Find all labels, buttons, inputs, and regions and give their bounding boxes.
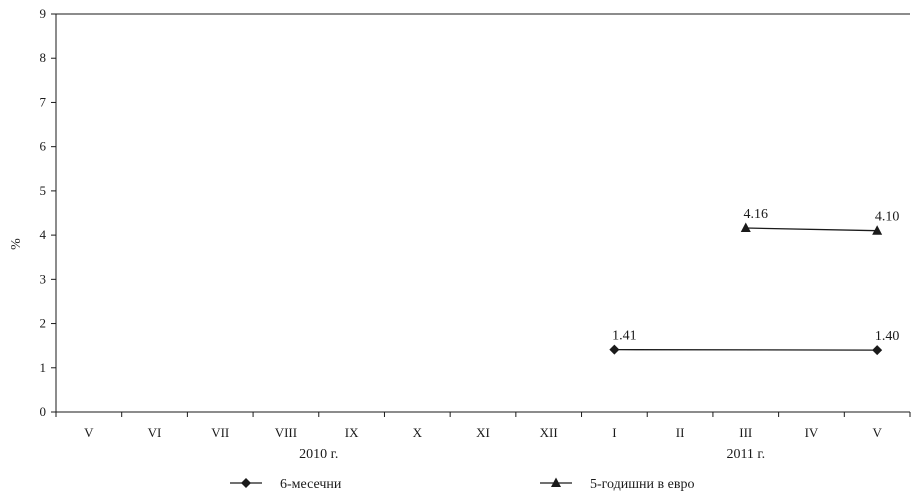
x-tick-label: II — [676, 425, 685, 440]
y-axis-label: % — [9, 238, 24, 250]
year-labels: 2010 г. 2011 г. — [299, 447, 765, 462]
data-label: 4.16 — [744, 207, 769, 222]
y-tick-label: 6 — [40, 139, 47, 154]
legend-item-2: 5-годишни в евро — [540, 477, 694, 492]
series-group: 1.41 1.40 4.16 4.10 — [609, 207, 900, 356]
x-tick-label: X — [413, 425, 423, 440]
y-tick-label: 5 — [40, 183, 47, 198]
x-tick-label: VIII — [275, 425, 297, 440]
x-tick-label: XI — [476, 425, 490, 440]
y-tick-label: 1 — [40, 360, 47, 375]
x-tick-label: I — [612, 425, 616, 440]
series-line — [745, 227, 878, 232]
year-label: 2011 г. — [726, 447, 765, 462]
y-tick-label: 8 — [40, 50, 47, 65]
x-axis-ticks: V VI VII VIII IX X XI XII I II III IV V — [55, 412, 911, 440]
data-point — [872, 345, 883, 356]
x-tick-label: V — [872, 425, 882, 440]
y-tick-label: 4 — [40, 227, 47, 242]
x-tick-label: VII — [211, 425, 229, 440]
year-label: 2010 г. — [299, 447, 338, 462]
y-tick-label: 0 — [40, 404, 47, 419]
legend-label: 6-месечни — [280, 477, 342, 492]
y-tick-label: 3 — [40, 271, 47, 286]
series-2: 4.16 4.10 — [740, 207, 900, 235]
data-label: 1.41 — [612, 329, 637, 344]
legend: 6-месечни 5-годишни в евро — [230, 477, 694, 492]
data-point — [740, 222, 751, 233]
x-tick-label: IV — [805, 425, 819, 440]
x-tick-label: III — [739, 425, 752, 440]
y-tick-label: 2 — [40, 316, 47, 331]
legend-marker — [551, 477, 561, 487]
x-tick-label: VI — [148, 425, 162, 440]
legend-item-1: 6-месечни — [230, 477, 342, 492]
x-tick-label: IX — [345, 425, 359, 440]
y-axis-ticks: 0 1 2 3 4 5 6 7 8 9 — [40, 6, 56, 419]
series-1: 1.41 1.40 — [609, 329, 900, 356]
data-point — [872, 225, 883, 235]
x-tick-label: V — [84, 425, 94, 440]
x-tick-label: XII — [540, 425, 558, 440]
data-label: 4.10 — [875, 210, 900, 225]
axes — [55, 13, 910, 413]
data-label: 1.40 — [875, 329, 900, 344]
legend-label: 5-годишни в евро — [590, 477, 694, 492]
y-tick-label: 7 — [40, 94, 47, 109]
legend-marker — [241, 478, 251, 488]
data-point — [609, 344, 620, 355]
y-tick-label: 9 — [40, 6, 47, 21]
